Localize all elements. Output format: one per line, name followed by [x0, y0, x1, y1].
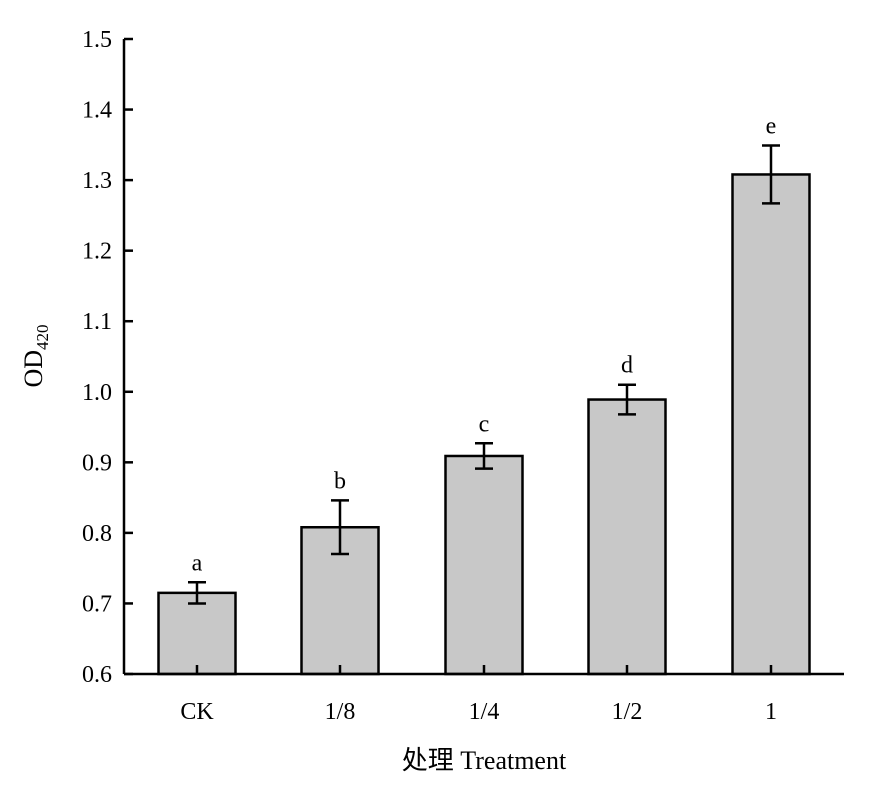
y-tick-label-8: 1.3: [82, 168, 112, 194]
error-bars-layer: [188, 144, 780, 605]
bar-1: [157, 591, 237, 676]
error-bar-1: [188, 581, 206, 605]
x-tick-label-5: 1: [765, 699, 777, 725]
y-tick-label-1: 0.6: [82, 662, 112, 688]
y-tick-label-3: 0.8: [82, 521, 112, 547]
x-tick-label-4: 1/2: [612, 699, 643, 725]
x-tick-label-2: 1/8: [325, 699, 356, 725]
significance-letter-2: b: [334, 468, 346, 494]
x-axis-title: 处理 Treatment: [402, 746, 567, 775]
bar-5: [731, 173, 811, 676]
x-tick-label-1: CK: [180, 699, 214, 725]
y-tick-label-5: 1.0: [82, 380, 112, 406]
significance-letters-layer: a b c d e: [192, 114, 777, 577]
y-axis: 0.6 0.7 0.8 0.9 1.0 1.1 1.2 1.3 1.4 1.5: [82, 27, 133, 688]
y-tick-label-10: 1.5: [82, 27, 112, 53]
y-tick-label-7: 1.2: [82, 239, 112, 265]
error-bar-4: [618, 383, 636, 416]
y-tick-label-2: 0.7: [82, 591, 112, 617]
y-tick-label-6: 1.1: [82, 309, 112, 335]
significance-letter-5: e: [766, 114, 777, 140]
error-bar-5: [762, 144, 780, 205]
bar-3: [444, 454, 524, 676]
significance-letter-4: d: [621, 353, 633, 379]
error-bar-2: [331, 499, 349, 556]
y-axis-title-main: OD: [19, 350, 48, 388]
y-axis-title-subscript: 420: [33, 324, 52, 350]
y-tick-label-9: 1.4: [82, 98, 112, 124]
x-tick-label-3: 1/4: [469, 699, 500, 725]
error-bar-3: [475, 442, 493, 470]
significance-letter-1: a: [192, 550, 203, 576]
bar-4: [587, 398, 667, 676]
x-axis: CK 1/8 1/4 1/2 1: [124, 665, 844, 725]
significance-letter-3: c: [479, 411, 490, 437]
y-tick-label-4: 0.9: [82, 450, 112, 476]
y-axis-title: OD420: [19, 324, 52, 387]
